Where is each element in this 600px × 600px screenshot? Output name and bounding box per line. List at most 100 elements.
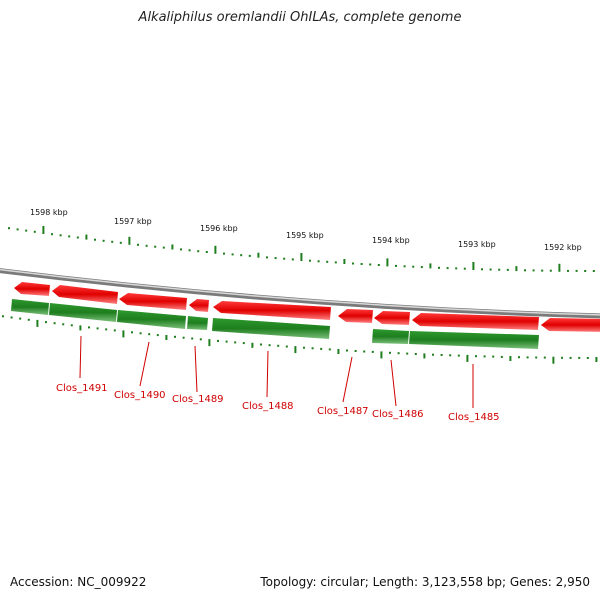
gene-label-clos-1488[interactable]: Clos_1488 bbox=[242, 401, 294, 412]
gene-bar-reverse[interactable] bbox=[212, 318, 330, 339]
gene-bar-reverse[interactable] bbox=[117, 310, 186, 329]
scale-tick bbox=[119, 241, 122, 244]
genome-summary-text: Topology: circular; Length: 3,123,558 bp… bbox=[260, 575, 590, 589]
scale-tick bbox=[165, 335, 168, 340]
gene-label-clos-1487[interactable]: Clos_1487 bbox=[317, 406, 369, 417]
leader-line bbox=[266, 350, 269, 398]
gene-arrow-forward[interactable] bbox=[119, 293, 187, 310]
scale-tick bbox=[231, 253, 234, 256]
scale-tick bbox=[311, 347, 314, 350]
gene-label-clos-1485[interactable]: Clos_1485 bbox=[448, 412, 500, 423]
scale-tick bbox=[549, 269, 552, 272]
scale-tick bbox=[248, 254, 251, 257]
scale-tick bbox=[240, 254, 243, 257]
scale-tick bbox=[214, 245, 217, 254]
scale-tick bbox=[111, 240, 114, 243]
scale-tick bbox=[251, 342, 254, 348]
gene-bar-reverse[interactable] bbox=[11, 299, 49, 315]
scale-tick bbox=[578, 356, 581, 359]
scale-tick bbox=[285, 345, 288, 348]
lower-tick-row bbox=[2, 315, 598, 364]
gene-bar-reverse[interactable] bbox=[372, 329, 409, 344]
scale-tick bbox=[10, 316, 13, 319]
scale-tick bbox=[122, 330, 125, 338]
gene-arrow-forward[interactable] bbox=[338, 309, 373, 323]
gene-bar-reverse[interactable] bbox=[187, 316, 208, 330]
scale-tick bbox=[552, 356, 555, 364]
scale-tick bbox=[472, 262, 475, 270]
scale-tick bbox=[182, 336, 185, 339]
scale-tick bbox=[363, 350, 366, 353]
kbp-label-1595: 1595 kbp bbox=[286, 231, 324, 240]
leader-line bbox=[79, 335, 82, 379]
gene-arrow-forward[interactable] bbox=[213, 301, 331, 320]
scale-tick bbox=[455, 267, 458, 270]
gene-arrow-forward[interactable] bbox=[374, 311, 410, 325]
scale-tick bbox=[326, 260, 329, 263]
scale-tick bbox=[128, 236, 131, 245]
scale-tick bbox=[274, 257, 277, 260]
gene-arrow-forward[interactable] bbox=[412, 313, 539, 330]
gene-arrow-forward[interactable] bbox=[541, 318, 600, 332]
gene-label-clos-1486[interactable]: Clos_1486 bbox=[372, 409, 424, 420]
scale-tick bbox=[260, 343, 262, 346]
scale-tick bbox=[8, 227, 10, 230]
scale-tick bbox=[62, 323, 65, 326]
scale-tick bbox=[492, 355, 495, 358]
scale-tick bbox=[377, 264, 380, 266]
scale-tick bbox=[137, 243, 139, 246]
scale-tick bbox=[543, 356, 546, 359]
scale-tick bbox=[291, 258, 294, 261]
scale-tick bbox=[506, 268, 509, 271]
forward-strand-genes bbox=[14, 282, 600, 332]
scale-tick bbox=[174, 335, 176, 338]
gene-bar-reverse[interactable] bbox=[409, 331, 539, 349]
gene-bar-reverse[interactable] bbox=[49, 303, 117, 322]
scale-tick bbox=[343, 259, 346, 264]
scale-tick bbox=[268, 344, 271, 347]
scale-tick bbox=[586, 357, 589, 359]
scale-tick bbox=[575, 269, 578, 272]
gene-label-clos-1491[interactable]: Clos_1491 bbox=[56, 383, 108, 394]
gene-arrow-forward[interactable] bbox=[189, 299, 209, 312]
scale-tick bbox=[526, 356, 529, 359]
scale-tick bbox=[317, 260, 320, 263]
scale-tick bbox=[500, 355, 503, 358]
scale-tick bbox=[266, 256, 268, 259]
scale-tick bbox=[191, 337, 194, 340]
scale-tick bbox=[395, 264, 397, 267]
scale-tick bbox=[105, 328, 108, 331]
scale-tick bbox=[145, 244, 148, 247]
scale-tick bbox=[85, 234, 88, 240]
scale-tick bbox=[466, 354, 469, 362]
scale-tick bbox=[352, 262, 354, 265]
scale-tick bbox=[300, 253, 303, 261]
scale-tick bbox=[389, 351, 391, 354]
scale-tick bbox=[481, 268, 483, 271]
accession-text: Accession: NC_009922 bbox=[10, 575, 147, 589]
scale-tick bbox=[131, 331, 133, 334]
scale-tick bbox=[242, 342, 245, 345]
kbp-label-1598: 1598 kbp bbox=[30, 208, 68, 217]
scale-tick bbox=[463, 267, 466, 270]
scale-tick bbox=[403, 265, 406, 268]
scale-tick bbox=[225, 340, 228, 343]
scale-tick bbox=[397, 352, 400, 355]
scale-tick bbox=[25, 229, 28, 232]
scale-tick bbox=[188, 249, 191, 252]
kbp-label-1594: 1594 kbp bbox=[372, 236, 410, 245]
scale-tick bbox=[113, 329, 116, 332]
gene-arrow-forward[interactable] bbox=[14, 282, 50, 296]
genome-backbone bbox=[0, 268, 600, 319]
gene-label-clos-1490[interactable]: Clos_1490 bbox=[114, 390, 166, 401]
leader-line bbox=[390, 359, 397, 407]
scale-tick bbox=[515, 266, 518, 272]
map-title: Alkaliphilus oremlandii OhILAs, complete… bbox=[138, 10, 462, 25]
scale-tick bbox=[498, 268, 501, 271]
scale-tick bbox=[94, 238, 96, 241]
scale-tick bbox=[569, 356, 572, 359]
upper-tick-row bbox=[8, 226, 595, 272]
scale-tick bbox=[208, 339, 211, 347]
gene-arrow-forward[interactable] bbox=[52, 285, 118, 304]
gene-label-clos-1489[interactable]: Clos_1489 bbox=[172, 394, 224, 405]
